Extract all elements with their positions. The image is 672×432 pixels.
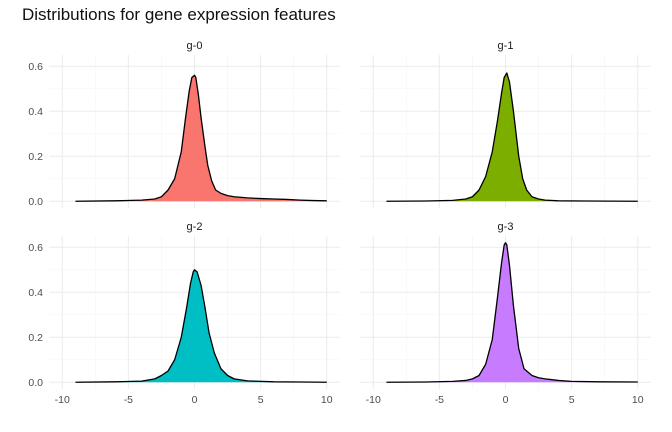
y-tick-label: 0.6 [28,242,43,254]
y-tick-label: 0.4 [28,106,43,118]
facet-strip-label: g-3 [498,221,514,233]
facet-panel-g-3: g-3 -10 -5 0 5 10 [360,221,651,406]
x-tick-label: -5 [435,394,444,406]
y-tick-label: 0.0 [28,196,43,208]
x-tick-label: -5 [124,394,133,406]
x-tick-label: -10 [366,394,381,406]
density-area-g-2 [75,269,327,383]
x-tick-label: 0 [503,394,509,406]
x-tick-label: 5 [258,394,264,406]
x-tick-label: -10 [55,394,70,406]
density-area-g-3 [386,242,638,383]
density-line-g-1 [386,72,638,202]
y-tick-label: 0.6 [28,61,43,73]
x-tick-label: 5 [569,394,575,406]
x-tick-label: 0 [192,394,198,406]
y-tick-label: 0.0 [28,377,43,389]
facet-panel-g-1: g-1 [360,40,651,208]
chart-title: Distributions for gene expression featur… [22,5,336,24]
facet-panel-g-2: g-2 0.0 0.2 0.4 0.6 -10 -5 0 5 10 [28,221,340,406]
y-tick-label: 0.2 [28,332,43,344]
density-line-g-0 [75,74,327,202]
facet-strip-label: g-2 [187,221,203,233]
y-tick-label: 0.2 [28,151,43,163]
density-line-g-2 [75,269,327,383]
density-area-g-0 [75,75,327,202]
facet-strip-label: g-1 [498,40,514,52]
density-line-g-3 [386,242,638,383]
x-tick-label: 10 [632,394,644,406]
x-tick-label: 10 [321,394,333,406]
y-tick-label: 0.4 [28,287,43,299]
panels-layer: g-0 0.0 0.2 0.4 0.6 g-1 g-2 0.0 0.2 0.4 0.6 -10 -5 0 5… [28,40,651,406]
density-area-g-1 [386,73,638,202]
facet-strip-label: g-0 [187,40,203,52]
facet-panel-g-0: g-0 0.0 0.2 0.4 0.6 [28,40,340,208]
